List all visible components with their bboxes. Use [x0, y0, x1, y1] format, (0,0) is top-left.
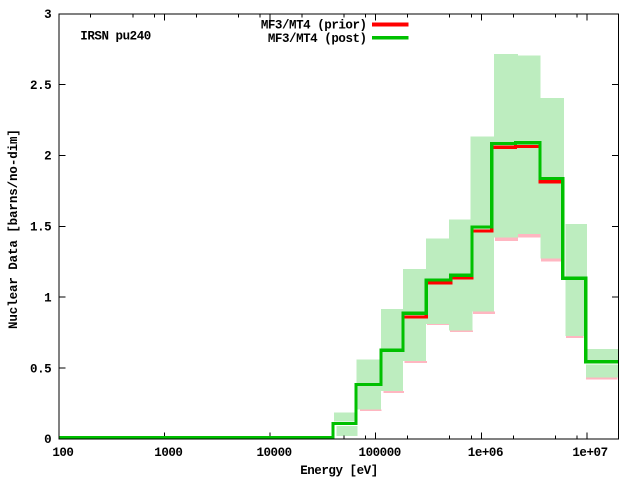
svg-text:1: 1: [44, 291, 51, 305]
svg-text:2: 2: [44, 150, 51, 164]
svg-text:1.5: 1.5: [30, 221, 51, 235]
svg-text:Energy [eV]: Energy [eV]: [300, 464, 378, 478]
svg-text:IRSN pu240: IRSN pu240: [80, 29, 151, 43]
svg-text:1e+07: 1e+07: [572, 446, 607, 460]
svg-text:1000: 1000: [154, 446, 182, 460]
svg-text:10000: 10000: [256, 446, 291, 460]
svg-text:1e+06: 1e+06: [468, 446, 503, 460]
svg-text:Nuclear Data [barns/no-dim]: Nuclear Data [barns/no-dim]: [7, 129, 21, 329]
svg-text:2.5: 2.5: [30, 79, 51, 93]
svg-text:MF3/MT4 (post): MF3/MT4 (post): [268, 32, 367, 46]
svg-text:0.5: 0.5: [30, 362, 51, 376]
svg-text:100: 100: [52, 446, 73, 460]
svg-text:100000: 100000: [359, 446, 401, 460]
svg-text:MF3/MT4 (prior): MF3/MT4 (prior): [261, 19, 367, 33]
svg-text:0: 0: [44, 433, 51, 447]
svg-text:3: 3: [44, 8, 51, 22]
